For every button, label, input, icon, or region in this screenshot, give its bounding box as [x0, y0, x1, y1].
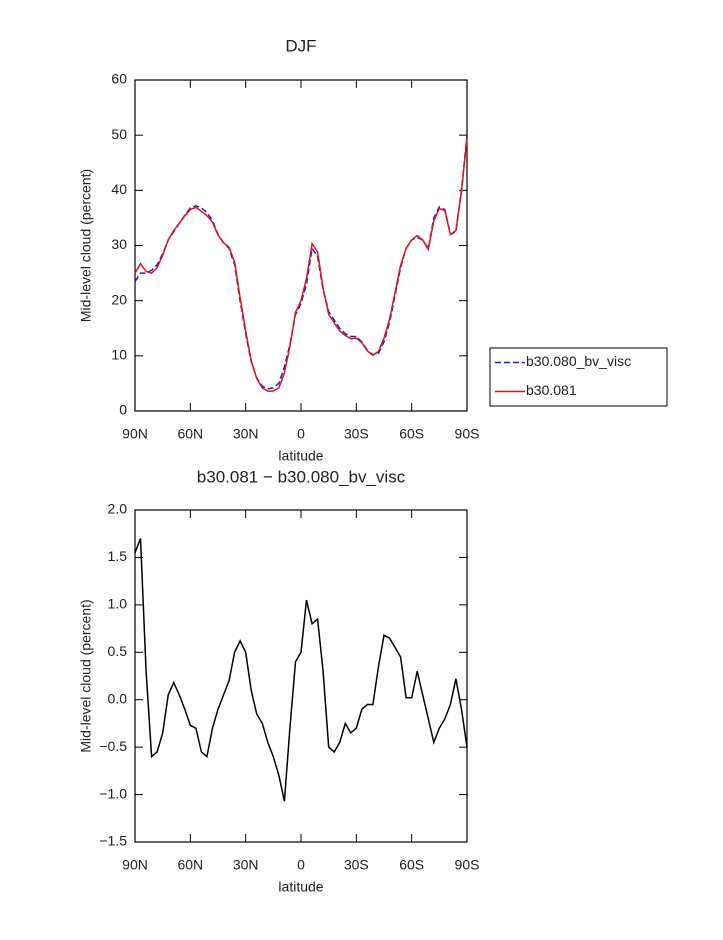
- x-tick-label: 30N: [233, 857, 259, 873]
- y-axis-label: Mid-level cloud (percent): [78, 169, 94, 322]
- y-tick-label: −1.5: [99, 833, 127, 849]
- x-tick-label: 0: [297, 857, 305, 873]
- y-tick-label: −0.5: [99, 738, 127, 754]
- x-tick-label: 60N: [177, 857, 203, 873]
- y-axis-label: Mid-level cloud (percent): [78, 599, 94, 752]
- y-tick-label: 0.0: [108, 690, 128, 706]
- data-line: [134, 538, 468, 802]
- x-tick-label: 90S: [455, 857, 480, 873]
- y-tick-label: 10: [111, 347, 127, 363]
- x-tick-label: 30S: [344, 426, 369, 442]
- y-tick-label: 1.0: [108, 596, 128, 612]
- chart-title: DJF: [285, 36, 316, 55]
- y-tick-label: −1.0: [99, 785, 127, 801]
- data-line: [134, 135, 468, 390]
- x-tick-label: 90N: [122, 857, 148, 873]
- x-tick-label: 60N: [177, 426, 203, 442]
- y-tick-label: 40: [111, 181, 127, 197]
- x-tick-label: 30S: [344, 857, 369, 873]
- chart-title: b30.081 − b30.080_bv_visc: [197, 467, 406, 486]
- plot-frame: [134, 79, 468, 412]
- legend-box: [489, 347, 668, 407]
- y-tick-label: 60: [111, 71, 127, 87]
- y-tick-label: 0.5: [108, 643, 128, 659]
- x-tick-label: 90N: [122, 426, 148, 442]
- x-tick-label: 0: [297, 426, 305, 442]
- x-tick-label: 90S: [455, 426, 480, 442]
- x-tick-label: 60S: [399, 426, 424, 442]
- y-tick-label: 1.5: [108, 548, 128, 564]
- x-tick-label: 30N: [233, 426, 259, 442]
- x-tick-label: 60S: [399, 857, 424, 873]
- x-axis-label: latitude: [278, 879, 323, 895]
- legend-label: b30.080_bv_visc: [526, 353, 631, 369]
- legend-label: b30.081: [526, 382, 577, 398]
- y-tick-label: 0: [119, 402, 127, 418]
- x-axis-label: latitude: [278, 448, 323, 464]
- y-tick-label: 2.0: [108, 501, 128, 517]
- y-tick-label: 50: [111, 126, 127, 142]
- y-tick-label: 30: [111, 236, 127, 252]
- plot-frame: [134, 509, 468, 843]
- y-tick-label: 20: [111, 291, 127, 307]
- data-line: [134, 137, 468, 392]
